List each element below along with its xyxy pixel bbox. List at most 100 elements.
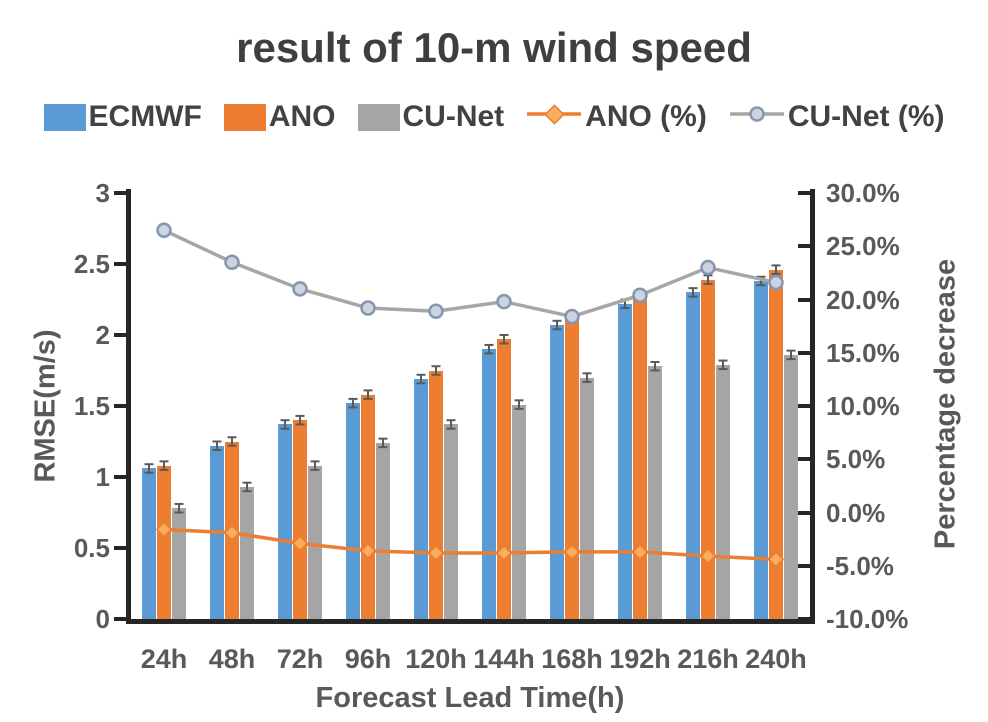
legend: ECMWF ANO CU-Net ANO (%) CU-Net (%) [0, 100, 988, 134]
right-axis-tick-label: 30.0% [826, 178, 900, 208]
bar-ecmwf-120h [414, 379, 428, 619]
right-axis-tick [798, 244, 811, 249]
left-axis-tick-label: 1.5 [73, 391, 110, 421]
bar-ano-168h [565, 317, 579, 619]
marker-cu-net--120h [428, 303, 444, 319]
bar-ecmwf-24h [142, 468, 156, 619]
bar-ecmwf-168h [550, 325, 564, 619]
left-axis-tick [114, 191, 127, 195]
left-axis-tick [114, 475, 127, 479]
right-axis-line [810, 189, 815, 623]
marker-cu-net--144h [496, 293, 512, 310]
ecmwf-swatch-icon [43, 103, 86, 131]
right-axis-tick-label: 15.0% [826, 337, 900, 368]
marker-cu-net--24h [156, 222, 172, 239]
bar-ano-72h [293, 420, 307, 619]
right-axis-tick [798, 617, 811, 621]
left-axis-tick-label: 2 [95, 320, 110, 350]
x-axis-category-label: 240h [745, 644, 807, 674]
legend-label: CU-Net (%) [787, 100, 945, 133]
bar-cu-net-120h [444, 424, 458, 619]
right-axis-tick-label: -10.0% [826, 604, 909, 634]
marker-cu-net--48h [224, 254, 240, 270]
left-axis-tick-label: 0 [95, 604, 110, 634]
legend-label: CU-Net [402, 100, 505, 133]
x-axis-category-label: 48h [208, 644, 256, 674]
bar-cu-net-168h [580, 377, 594, 619]
bar-ano-96h [361, 394, 375, 619]
bar-ecmwf-72h [278, 424, 292, 619]
line-cu-net- [163, 228, 777, 319]
left-axis-tick [114, 546, 127, 550]
legend-label: ANO [268, 100, 336, 133]
bar-cu-net-144h [512, 404, 526, 619]
chart-title: result of 10-m wind speed [236, 24, 752, 71]
x-axis-category-label: 192h [609, 644, 671, 674]
right-axis-tick-label: 0.0% [826, 497, 886, 528]
left-axis-tick-label: 0.5 [73, 533, 110, 563]
right-axis-tick-label: 25.0% [826, 231, 900, 262]
left-axis-tick-label: 3 [95, 178, 110, 208]
right-axis-tick [798, 297, 811, 302]
right-axis-tick [798, 350, 811, 355]
x-axis-category-label: 72h [276, 644, 324, 674]
left-axis-tick [114, 404, 127, 408]
line-diamond-icon [526, 101, 582, 133]
line-ano- [163, 527, 777, 562]
legend-label: ECMWF [88, 100, 202, 133]
left-axis-tick [114, 333, 127, 337]
legend-item-cu-net: CU-Net (%) [729, 100, 945, 134]
bar-cu-net-192h [648, 366, 662, 619]
left-axis-tick-label: 2.5 [73, 249, 110, 279]
plot-area [130, 193, 810, 619]
right-axis-tick [798, 457, 811, 462]
bar-cu-net-48h [240, 486, 254, 619]
bar-ano-144h [497, 339, 511, 619]
right-axis-tick [798, 510, 811, 515]
bar-ecmwf-144h [482, 349, 496, 619]
bar-ano-24h [157, 465, 171, 619]
right-axis-tick-label: 20.0% [826, 284, 900, 315]
marker-cu-net--216h [700, 259, 716, 276]
x-axis-title: Forecast Lead Time(h) [315, 682, 625, 714]
cu-net-swatch-icon [357, 103, 400, 131]
bar-ecmwf-192h [618, 303, 632, 619]
legend-item-ecmwf: ECMWF [43, 100, 202, 134]
bar-cu-net-216h [716, 364, 730, 619]
bar-ano-240h [769, 269, 783, 619]
left-axis-tick [114, 617, 127, 621]
bar-ano-216h [701, 279, 715, 619]
x-axis-category-label: 216h [677, 644, 739, 674]
bar-ecmwf-240h [754, 281, 768, 619]
right-axis-tick [798, 191, 811, 195]
bar-cu-net-24h [172, 508, 186, 619]
bar-ecmwf-48h [210, 445, 224, 619]
x-axis-category-label: 24h [140, 644, 188, 674]
bar-ecmwf-96h [346, 403, 360, 619]
bottom-axis-line [126, 619, 815, 624]
left-axis-line [126, 189, 131, 623]
bar-ano-192h [633, 295, 647, 619]
x-axis-category-label: 168h [541, 644, 603, 674]
legend-item-cu-net: CU-Net [357, 100, 505, 134]
x-axis-category-label: 144h [473, 644, 535, 674]
left-axis-tick-label: 1 [95, 462, 110, 492]
bar-ano-120h [429, 370, 443, 619]
x-axis-category-label: 96h [344, 644, 392, 674]
x-axis-category-label: 120h [405, 644, 467, 674]
legend-item-ano: ANO (%) [526, 100, 707, 134]
legend-item-ano: ANO [223, 100, 336, 134]
marker-cu-net--96h [360, 300, 376, 316]
left-axis-tick [114, 262, 127, 266]
right-axis-tick-label: -5.0% [826, 550, 894, 581]
right-axis-tick [798, 563, 811, 568]
marker-cu-net--72h [292, 281, 308, 297]
bar-ecmwf-216h [686, 292, 700, 619]
right-axis-tick [798, 404, 811, 408]
ano-swatch-icon [223, 103, 266, 131]
bar-ano-48h [225, 441, 239, 619]
bar-cu-net-96h [376, 442, 390, 619]
bar-cu-net-72h [308, 465, 322, 619]
right-axis-tick-label: 10.0% [826, 391, 900, 421]
